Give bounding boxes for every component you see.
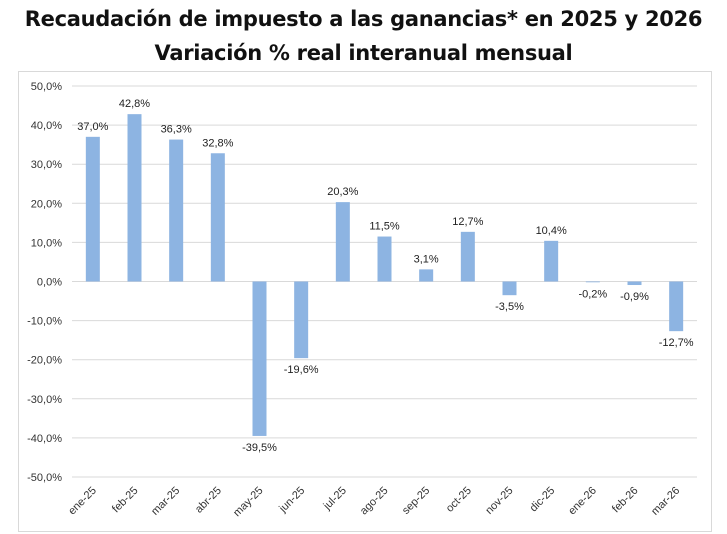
bar-may-25 xyxy=(252,281,267,436)
y-tick-label: 0,0% xyxy=(37,277,62,289)
data-label: 37,0% xyxy=(77,121,108,133)
x-tick-label: feb-25 xyxy=(110,485,141,516)
y-tick-label: 30,0% xyxy=(31,159,62,171)
data-label: 10,4% xyxy=(536,225,567,237)
x-tick-label: dic-25 xyxy=(528,485,558,515)
x-axis-ticks: ene-25 feb-25 mar-25 abr-25 may-25 jun-25 jul-… xyxy=(66,485,682,519)
data-label: 20,3% xyxy=(327,186,358,198)
bar-mar-25 xyxy=(169,139,184,282)
y-tick-label: 50,0% xyxy=(31,81,62,93)
data-label: 11,5% xyxy=(369,221,400,233)
bar-jul-25 xyxy=(335,202,350,282)
chart-title: Recaudación de impuesto a las ganancias*… xyxy=(24,7,703,31)
x-tick-label: mar-26 xyxy=(649,485,682,518)
x-tick-label: oct-25 xyxy=(444,485,474,515)
data-label: -3,5% xyxy=(495,301,524,313)
y-tick-label: -50,0% xyxy=(27,472,62,484)
data-label: -12,7% xyxy=(659,337,694,349)
bar-sep-25 xyxy=(419,269,434,282)
x-tick-label: abr-25 xyxy=(193,485,224,516)
data-label: -0,2% xyxy=(578,288,607,300)
data-label: -19,6% xyxy=(284,364,319,376)
x-tick-label: ene-25 xyxy=(66,485,99,518)
y-tick-label: -30,0% xyxy=(27,394,62,406)
x-tick-label: sep-25 xyxy=(400,485,432,517)
data-label: 36,3% xyxy=(161,124,192,136)
x-tick-label: jun-25 xyxy=(276,485,307,516)
data-label: -39,5% xyxy=(242,442,277,454)
data-label: 12,7% xyxy=(452,216,483,228)
x-tick-label: jul-25 xyxy=(321,485,349,513)
bar-ene-26 xyxy=(585,281,600,283)
y-tick-label: -10,0% xyxy=(27,316,62,328)
bar-feb-25 xyxy=(127,114,142,282)
data-labels: 37,0% 42,8% 36,3% 32,8% -39,5% -19,6% 20,3% 11,… xyxy=(77,98,694,454)
data-label: 3,1% xyxy=(414,253,439,265)
data-label: -0,9% xyxy=(620,291,649,303)
x-tick-label: ago-25 xyxy=(358,485,391,518)
bar-mar-26 xyxy=(669,281,684,332)
x-tick-label: feb-26 xyxy=(610,485,641,516)
y-tick-label: -20,0% xyxy=(27,355,62,367)
bar-dic-25 xyxy=(544,240,559,282)
x-tick-label: mar-25 xyxy=(149,485,182,518)
y-tick-label: 10,0% xyxy=(31,237,62,249)
data-label: 32,8% xyxy=(202,137,233,149)
x-tick-label: nov-25 xyxy=(483,485,515,517)
bars xyxy=(85,114,684,436)
y-tick-label: 20,0% xyxy=(31,198,62,210)
x-tick-label: ene-26 xyxy=(566,485,599,518)
y-tick-label: -40,0% xyxy=(27,433,62,445)
bar-oct-25 xyxy=(460,231,475,282)
data-label: 42,8% xyxy=(119,98,150,110)
bar-jun-25 xyxy=(294,281,309,359)
y-axis-ticks: 50,0% 40,0% 30,0% 20,0% 10,0% 0,0% -10,0% -20,0… xyxy=(27,81,62,484)
bar-ene-25 xyxy=(85,136,100,282)
bar-nov-25 xyxy=(502,281,517,296)
bar-feb-26 xyxy=(627,281,642,286)
bar-ago-25 xyxy=(377,236,392,282)
x-tick-label: may-25 xyxy=(231,485,265,519)
chart-subtitle: Variación % real interanual mensual xyxy=(154,41,573,65)
bar-abr-25 xyxy=(210,153,225,282)
y-tick-label: 40,0% xyxy=(31,120,62,132)
